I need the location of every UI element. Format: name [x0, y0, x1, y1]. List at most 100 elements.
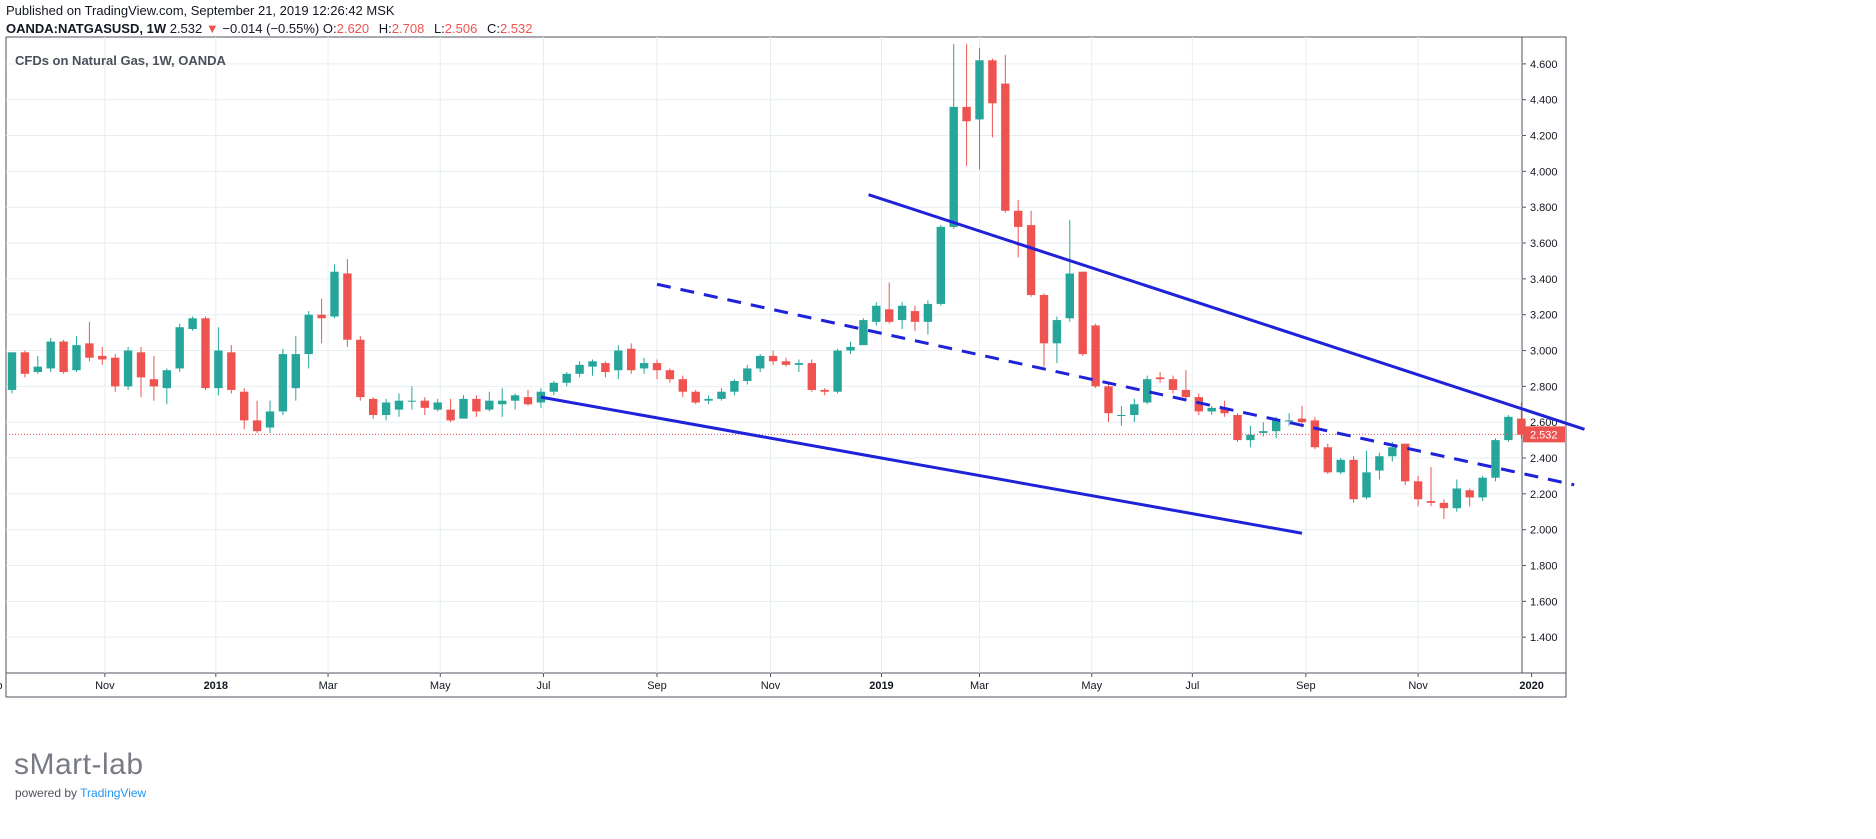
y-tick-label: 3.200 — [1530, 310, 1558, 322]
candle-body — [356, 339, 365, 398]
candle-body — [1349, 459, 1358, 500]
candle-body — [1439, 502, 1449, 509]
trendline — [868, 193, 1585, 431]
candle-body — [601, 363, 610, 373]
x-tick-label: 2020 — [1519, 680, 1543, 692]
candle-body — [1001, 83, 1010, 211]
y-tick-label: 4.000 — [1530, 166, 1558, 178]
close-value: 2.532 — [499, 21, 533, 36]
y-tick-label: 3.800 — [1530, 202, 1558, 214]
published-line: Published on TradingView.com, September … — [6, 3, 395, 18]
candle-body — [1181, 389, 1191, 398]
candle-body — [975, 60, 984, 120]
candle-body — [768, 355, 778, 362]
candle-body — [1401, 443, 1410, 482]
y-tick-label: 1.800 — [1530, 561, 1558, 573]
high-label: H: — [378, 21, 392, 36]
x-tick-label: 2018 — [204, 680, 228, 692]
candle-body — [1039, 294, 1049, 344]
candle-body — [7, 352, 17, 390]
candle-body — [240, 391, 249, 421]
candle-body — [897, 305, 907, 321]
candle-body — [485, 400, 494, 410]
candle-body — [988, 60, 997, 104]
y-tick-label: 2.600 — [1530, 417, 1558, 429]
candle-body — [691, 391, 700, 403]
candle-body — [420, 400, 429, 408]
candle-body — [188, 318, 197, 330]
quote-line: OANDA:NATGASUSD, 1W 2.532 ▼ −0.014 (−0.5… — [6, 21, 539, 36]
x-tick-label: Jul — [536, 680, 550, 692]
x-tick-label: Nov — [1408, 680, 1428, 692]
candle-body — [652, 363, 662, 371]
low-label: L: — [433, 21, 445, 36]
x-tick-label: Jul — [1185, 680, 1199, 692]
y-tick-label: 4.200 — [1530, 131, 1558, 143]
time-axis-frame — [5, 672, 1567, 698]
open-value: 2.620 — [336, 21, 370, 36]
low-value: 2.506 — [444, 21, 478, 36]
y-tick-label: 1.400 — [1530, 632, 1558, 644]
candle-body — [227, 352, 236, 390]
candle-body — [214, 350, 223, 389]
watermark-powered: powered by TradingView — [15, 786, 146, 800]
candle-body — [72, 345, 81, 371]
candle-body — [575, 364, 584, 374]
high-value: 2.708 — [391, 21, 425, 36]
candle-body — [330, 271, 339, 317]
candle-body — [910, 311, 920, 322]
candle-body — [304, 314, 313, 355]
candle-body — [923, 303, 933, 322]
candle-body — [1104, 386, 1113, 414]
candle-body — [1246, 434, 1255, 441]
powered-by-text: powered by — [15, 786, 78, 800]
x-tick-label: Mar — [319, 680, 338, 692]
candle-body — [665, 370, 675, 380]
trendline — [540, 395, 1303, 535]
y-tick-label: 4.600 — [1530, 59, 1558, 71]
x-tick-label: Mar — [970, 680, 989, 692]
y-tick-label: 3.000 — [1530, 346, 1558, 358]
candle-body — [394, 400, 404, 410]
candle-body — [498, 400, 507, 405]
candle-body — [1207, 407, 1216, 412]
candle-body — [111, 357, 120, 387]
y-tick-label: 1.600 — [1530, 596, 1558, 608]
candle-body — [872, 305, 881, 322]
y-tick-label: 4.400 — [1530, 95, 1558, 107]
close-label: C: — [486, 21, 500, 36]
candle-body — [523, 397, 533, 405]
candle-body — [510, 395, 520, 401]
candle-body — [85, 343, 94, 358]
candle-body — [1478, 477, 1487, 498]
last-price-label: 2.532 — [1530, 429, 1558, 441]
candle-body — [1026, 225, 1036, 295]
candle-body — [1117, 415, 1126, 417]
candle-body — [588, 361, 597, 367]
candle-body — [278, 354, 288, 412]
candle-body — [1078, 271, 1087, 355]
candle-body — [562, 373, 571, 383]
y-tick-label: 2.200 — [1530, 489, 1558, 501]
candle-body — [265, 411, 275, 428]
candle-body — [820, 389, 829, 392]
candle-body — [20, 352, 30, 374]
candle-body — [252, 420, 262, 432]
x-tick-label: Nov — [95, 680, 115, 692]
chart-title: CFDs on Natural Gas, 1W, OANDA — [15, 53, 226, 68]
x-tick-label: Sep — [1296, 680, 1316, 692]
watermark-logo: sMart-lab — [14, 748, 144, 781]
candle-body — [1091, 325, 1100, 387]
y-tick-label: 3.600 — [1530, 238, 1558, 250]
candle-body — [807, 363, 816, 390]
candle-body — [459, 398, 468, 419]
candle-body — [46, 341, 55, 369]
candle-body — [1259, 431, 1268, 433]
candle-body — [614, 350, 623, 371]
y-tick-label: 2.800 — [1530, 381, 1558, 393]
y-tick-label: 2.400 — [1530, 453, 1558, 465]
candle-body — [1014, 210, 1023, 227]
candle-body — [1297, 418, 1307, 423]
candle-body — [549, 382, 558, 392]
